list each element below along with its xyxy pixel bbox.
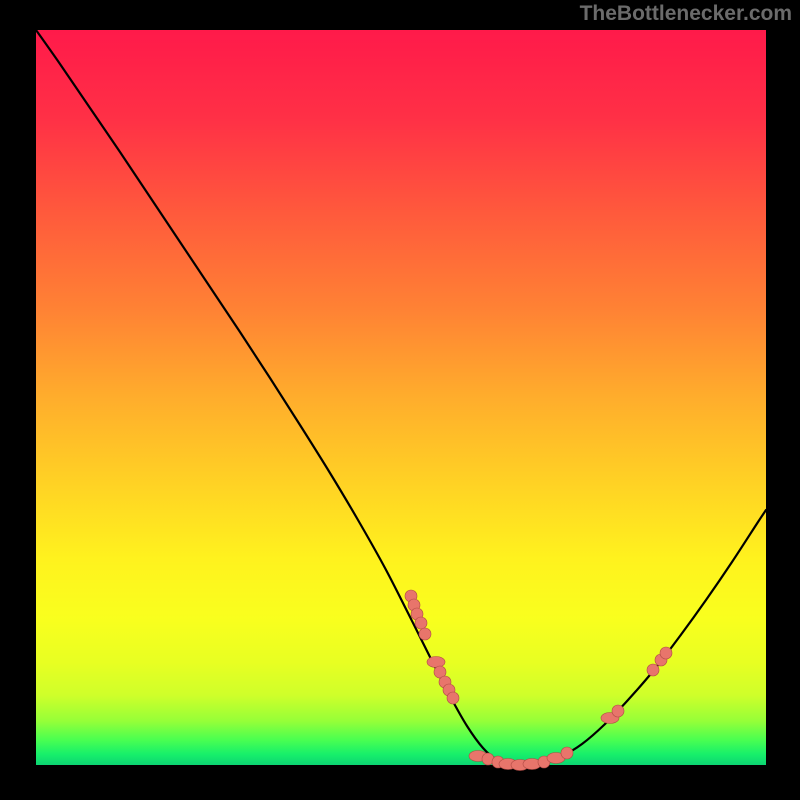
curve-marker	[415, 617, 427, 629]
curve-marker	[660, 647, 672, 659]
bottleneck-curve-chart	[0, 0, 800, 800]
plot-background	[36, 30, 766, 765]
watermark-text: TheBottlenecker.com	[580, 2, 792, 26]
curve-marker	[447, 692, 459, 704]
curve-marker	[561, 747, 573, 759]
curve-marker	[427, 657, 445, 668]
curve-marker	[647, 664, 659, 676]
chart-container: TheBottlenecker.com	[0, 0, 800, 800]
curve-marker	[612, 705, 624, 717]
curve-marker	[419, 628, 431, 640]
